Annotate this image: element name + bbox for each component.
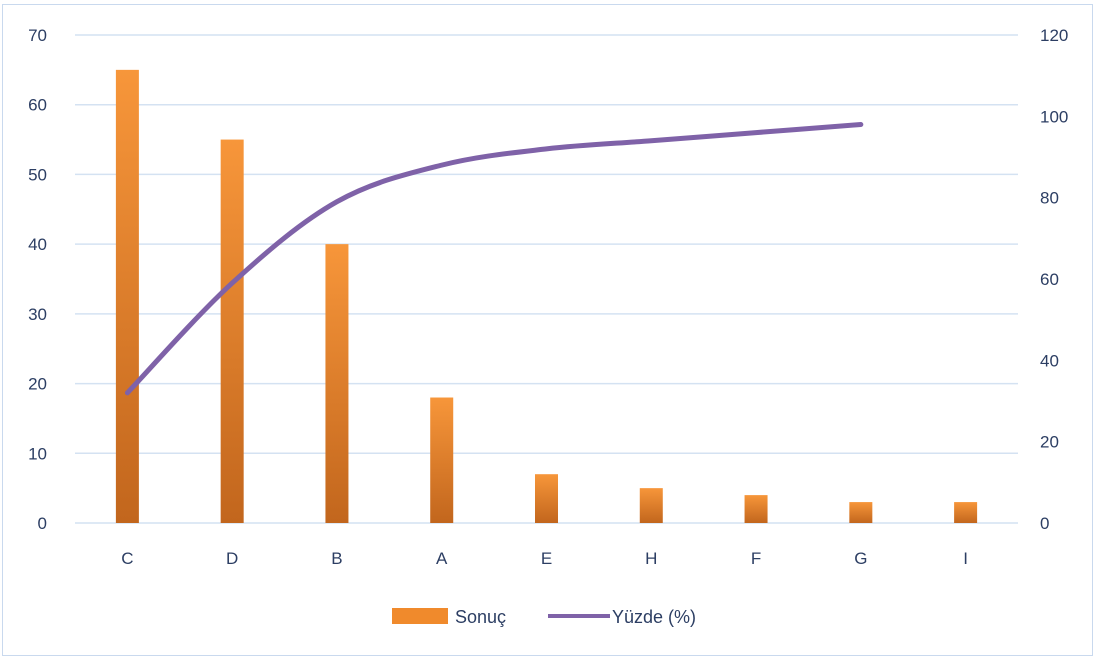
gridlines	[75, 34, 1018, 524]
x-tick-label: F	[751, 549, 761, 568]
legend-label-bar: Sonuç	[455, 607, 506, 627]
x-tick-label: B	[331, 549, 342, 568]
right-tick-label: 60	[1040, 270, 1059, 289]
left-tick-label: 20	[28, 375, 47, 394]
bar	[220, 139, 244, 524]
bar	[744, 495, 768, 523]
x-tick-label: E	[541, 549, 552, 568]
right-tick-label: 0	[1040, 514, 1049, 533]
left-tick-label: 60	[28, 96, 47, 115]
left-tick-label: 40	[28, 235, 47, 254]
bar	[430, 397, 454, 523]
left-tick-label: 50	[28, 165, 47, 184]
x-tick-label: H	[645, 549, 657, 568]
legend: Sonuç Yüzde (%)	[392, 607, 696, 627]
right-axis-ticks: 0 20 40 60 80 100 120	[1040, 26, 1068, 533]
bar-series	[115, 69, 978, 524]
right-tick-label: 20	[1040, 433, 1059, 452]
x-tick-label: C	[121, 549, 133, 568]
bar	[954, 502, 978, 523]
legend-label-line: Yüzde (%)	[612, 607, 696, 627]
left-axis-ticks: 0 10 20 30 40 50 60 70	[28, 26, 47, 533]
right-tick-label: 100	[1040, 107, 1068, 126]
bar	[115, 69, 139, 523]
x-tick-label: D	[226, 549, 238, 568]
bar	[639, 488, 663, 523]
legend-swatch-bar	[392, 608, 448, 624]
x-tick-label: A	[436, 549, 448, 568]
cumulative-percent-line	[124, 121, 864, 396]
right-tick-label: 80	[1040, 189, 1059, 208]
line-series	[124, 121, 864, 396]
x-tick-label: I	[963, 549, 968, 568]
x-tick-label: G	[854, 549, 867, 568]
left-tick-label: 0	[38, 514, 47, 533]
bar	[849, 502, 873, 523]
bar	[325, 244, 349, 523]
bar	[535, 474, 558, 523]
right-tick-label: 40	[1040, 351, 1059, 370]
right-tick-label: 120	[1040, 26, 1068, 45]
left-tick-label: 10	[28, 444, 47, 463]
left-tick-label: 70	[28, 26, 47, 45]
left-tick-label: 30	[28, 305, 47, 324]
